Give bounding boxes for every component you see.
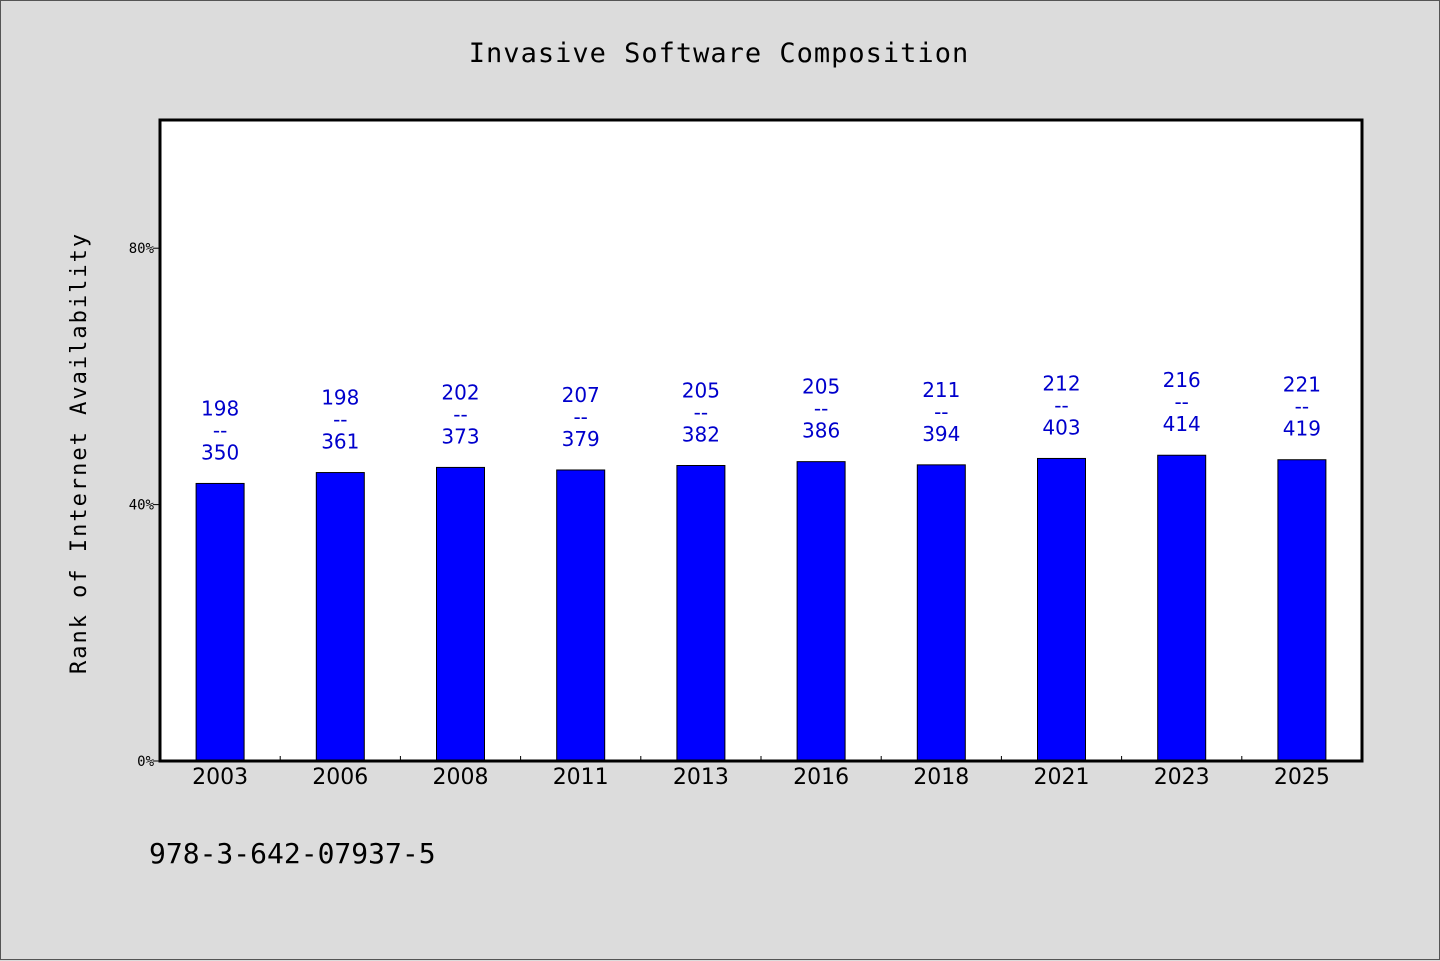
- y-tick-label: 80%: [129, 241, 155, 257]
- axis-ticks-layer: 2003 2006 2008 2011 2013 2016 2018 2021 2023 2025…: [129, 241, 1330, 790]
- x-tick-label: 2025: [1274, 765, 1330, 790]
- data-label: 373: [441, 424, 479, 448]
- data-label: 198: [201, 396, 239, 420]
- bar-2011: [556, 469, 606, 762]
- data-label: --: [694, 400, 708, 424]
- x-tick-label: 2023: [1154, 765, 1210, 790]
- x-tick-label: 2011: [553, 765, 609, 790]
- x-tick-label: 2008: [433, 765, 489, 790]
- x-tick-label: 2018: [913, 765, 969, 790]
- data-label: 207: [562, 383, 600, 407]
- bar-2018: [916, 464, 966, 762]
- x-tick-label: 2003: [192, 765, 248, 790]
- bar-2016: [796, 461, 846, 762]
- data-label: --: [1054, 393, 1068, 417]
- data-label: --: [333, 408, 347, 432]
- x-tick-label: 2021: [1034, 765, 1090, 790]
- data-label: 403: [1042, 415, 1080, 439]
- data-label: 205: [802, 375, 840, 399]
- data-label: 198: [321, 386, 359, 410]
- data-label: 221: [1283, 373, 1321, 397]
- data-label: --: [573, 405, 587, 429]
- chart-title: Invasive Software Composition: [469, 38, 969, 69]
- data-label: 202: [441, 380, 479, 404]
- plot-border: [158, 118, 1364, 763]
- data-label: 379: [562, 427, 600, 451]
- x-tick-label: 2013: [673, 765, 729, 790]
- y-tick-label: 0%: [137, 754, 154, 770]
- data-label: 394: [922, 422, 960, 446]
- bars-layer: [195, 454, 1327, 762]
- data-label: --: [1174, 390, 1188, 414]
- data-label: 386: [802, 419, 840, 443]
- data-label: 419: [1283, 417, 1321, 441]
- data-label: --: [814, 397, 828, 421]
- x-tick-label: 2006: [312, 765, 368, 790]
- bar-2006: [315, 472, 365, 762]
- bar-2003: [195, 482, 245, 762]
- isbn-text: 978-3-642-07937-5: [149, 837, 436, 870]
- data-label: 216: [1163, 368, 1201, 392]
- data-label: --: [213, 418, 227, 442]
- x-tick-label: 2016: [793, 765, 849, 790]
- y-tick-label: 40%: [129, 498, 155, 514]
- bar-2021: [1037, 457, 1086, 762]
- data-label: 211: [922, 378, 960, 402]
- bar-2025: [1277, 459, 1327, 762]
- data-labels-layer: 198--350198--361202--373207--379205--382…: [201, 368, 1321, 464]
- data-label: 350: [201, 440, 239, 464]
- data-label: 382: [682, 422, 720, 446]
- data-label: --: [453, 402, 467, 426]
- bar-2008: [436, 466, 485, 762]
- data-label: 205: [682, 378, 720, 402]
- bar-2013: [676, 464, 726, 762]
- bar-2023: [1157, 454, 1207, 762]
- data-label: --: [1295, 395, 1309, 419]
- data-label: 212: [1042, 371, 1080, 395]
- data-label: 414: [1163, 412, 1201, 436]
- data-label: 361: [321, 430, 359, 454]
- data-label: --: [934, 400, 948, 424]
- y-axis-label: Rank of Internet Availability: [67, 232, 92, 674]
